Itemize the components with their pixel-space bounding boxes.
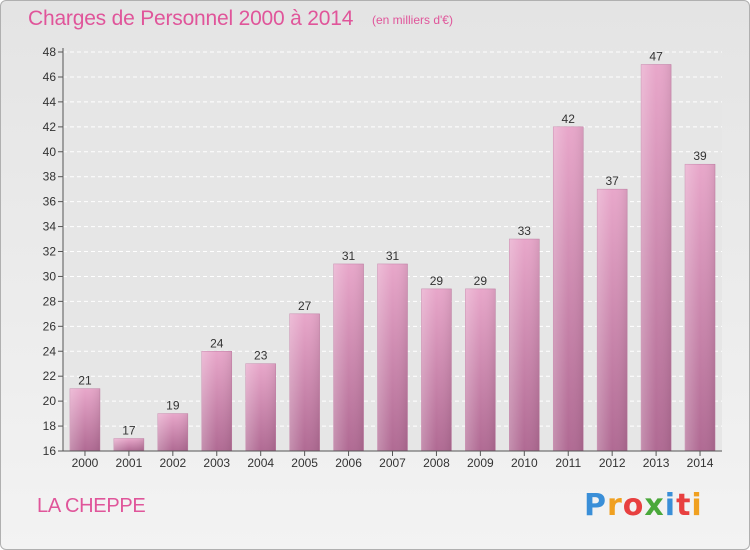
logo-letter: i (664, 488, 677, 523)
x-tick-label: 2003 (203, 456, 230, 470)
data-label: 47 (649, 49, 663, 63)
logo-letter: P (584, 488, 607, 523)
logo-letter: t (676, 488, 692, 523)
logo-letter: r (607, 488, 623, 523)
x-tick-label: 2011 (555, 456, 581, 470)
y-tick-label: 42 (43, 120, 57, 134)
y-tick-label: 40 (43, 145, 57, 159)
bar-shading (201, 351, 232, 451)
data-label: 31 (342, 249, 356, 263)
x-tick-label: 2013 (643, 456, 670, 470)
bar-shading (509, 239, 540, 451)
commune-name: LA CHEPPE (37, 495, 146, 517)
y-tick-label: 22 (43, 369, 57, 383)
logo-letter: i (691, 488, 703, 523)
data-label: 19 (166, 399, 180, 413)
y-tick-label: 30 (43, 269, 57, 283)
data-label: 31 (386, 249, 400, 263)
data-label: 39 (693, 149, 707, 163)
y-tick-label: 48 (43, 45, 57, 59)
y-tick-label: 26 (43, 319, 57, 333)
data-label: 37 (605, 174, 619, 188)
chart-title: Charges de Personnel 2000 à 2014 (28, 7, 354, 30)
x-tick-label: 2001 (116, 456, 143, 470)
logo-letter: o (622, 488, 645, 523)
data-label: 27 (298, 299, 312, 313)
y-tick-label: 28 (43, 294, 57, 308)
bar-shading (553, 126, 584, 451)
x-tick-label: 2012 (599, 456, 626, 470)
x-tick-label: 2007 (379, 456, 406, 470)
y-tick-label: 24 (43, 344, 57, 358)
bar-shading (157, 413, 188, 451)
bar-shading (69, 388, 100, 451)
x-tick-label: 2005 (291, 456, 318, 470)
bar-shading (421, 288, 452, 451)
data-label: 24 (210, 336, 224, 350)
x-tick-label: 2002 (159, 456, 186, 470)
chart-subtitle: (en milliers d'€) (372, 13, 453, 27)
y-tick-label: 18 (43, 419, 57, 433)
data-label: 42 (562, 112, 576, 126)
y-tick-label: 20 (43, 394, 57, 408)
x-tick-label: 2014 (687, 456, 714, 470)
x-tick-label: 2009 (467, 456, 494, 470)
y-tick-label: 38 (43, 170, 57, 184)
bar-shading (641, 64, 672, 451)
x-tick-label: 2004 (247, 456, 274, 470)
x-tick-label: 2008 (423, 456, 450, 470)
bar-shading (685, 164, 716, 451)
y-tick-label: 16 (43, 444, 57, 458)
data-label: 29 (474, 274, 488, 288)
proxiti-logo: Proxiti (584, 488, 703, 523)
bar-shading (289, 313, 320, 451)
bar-shading (113, 438, 144, 451)
x-tick-label: 2006 (335, 456, 362, 470)
bar-shading (333, 263, 364, 451)
bar-shading (597, 189, 628, 451)
y-tick-label: 34 (43, 220, 57, 234)
data-label: 29 (430, 274, 444, 288)
data-label: 33 (518, 224, 532, 238)
y-tick-label: 32 (43, 245, 57, 259)
x-tick-label: 2010 (511, 456, 538, 470)
bar-shading (245, 363, 276, 451)
data-label: 23 (254, 349, 268, 363)
y-tick-label: 46 (43, 70, 57, 84)
data-label: 17 (122, 424, 136, 438)
data-label: 21 (78, 374, 92, 388)
y-tick-label: 44 (43, 95, 57, 109)
bar-shading (465, 288, 496, 451)
x-tick-label: 2000 (72, 456, 99, 470)
bar-shading (377, 263, 408, 451)
y-tick-label: 36 (43, 195, 57, 209)
logo-letter: x (644, 488, 665, 523)
